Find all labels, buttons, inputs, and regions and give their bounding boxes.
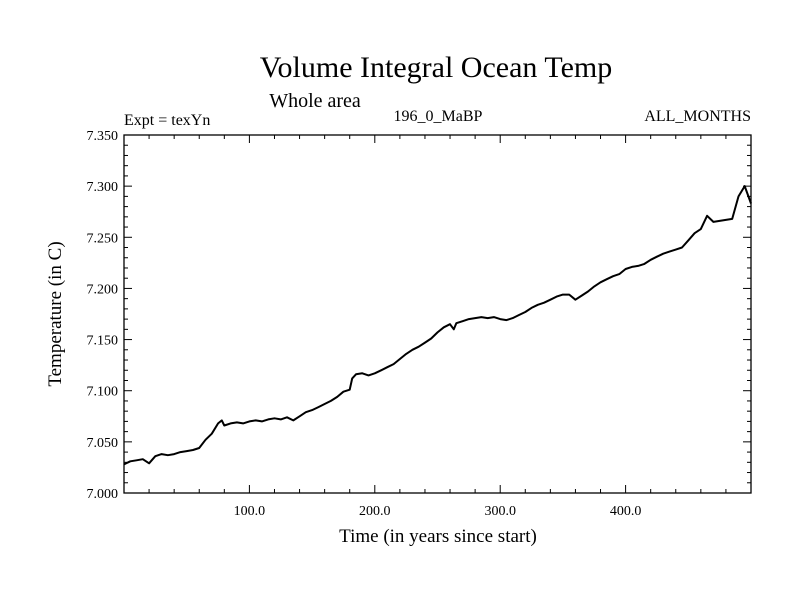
x-axis-label: Time (in years since start)	[339, 526, 537, 547]
x-tick-label: 400.0	[610, 504, 642, 519]
y-tick-label: 7.100	[87, 385, 119, 400]
y-tick-label: 7.350	[87, 129, 119, 144]
chart-title: Volume Integral Ocean Temp	[260, 51, 613, 84]
y-tick-label: 7.050	[87, 436, 119, 451]
period-label: 196_0_MaBP	[394, 108, 483, 125]
experiment-label: Expt = texYn	[124, 112, 210, 129]
x-tick-label: 100.0	[234, 504, 266, 519]
y-tick-label: 7.150	[87, 334, 119, 349]
x-axis: 100.0 200.0 300.0 400.0	[148, 135, 727, 519]
y-tick-label: 7.250	[87, 231, 119, 246]
series-line	[123, 185, 752, 466]
y-axis: 7.000 7.050 7.100 7.150 7.200 7.250 7.300 7.350	[87, 129, 751, 502]
series-group	[123, 185, 752, 466]
x-tick-label: 300.0	[484, 504, 516, 519]
plot-area-frame	[123, 134, 752, 494]
x-tick-label: 200.0	[359, 504, 391, 519]
y-axis-label: Temperature (in C)	[45, 241, 66, 386]
y-tick-label: 7.300	[87, 180, 119, 195]
y-tick-label: 7.200	[87, 282, 119, 297]
y-tick-label: 7.000	[87, 487, 119, 502]
months-label: ALL_MONTHS	[644, 108, 751, 125]
chart-subtitle: Whole area	[269, 90, 361, 112]
